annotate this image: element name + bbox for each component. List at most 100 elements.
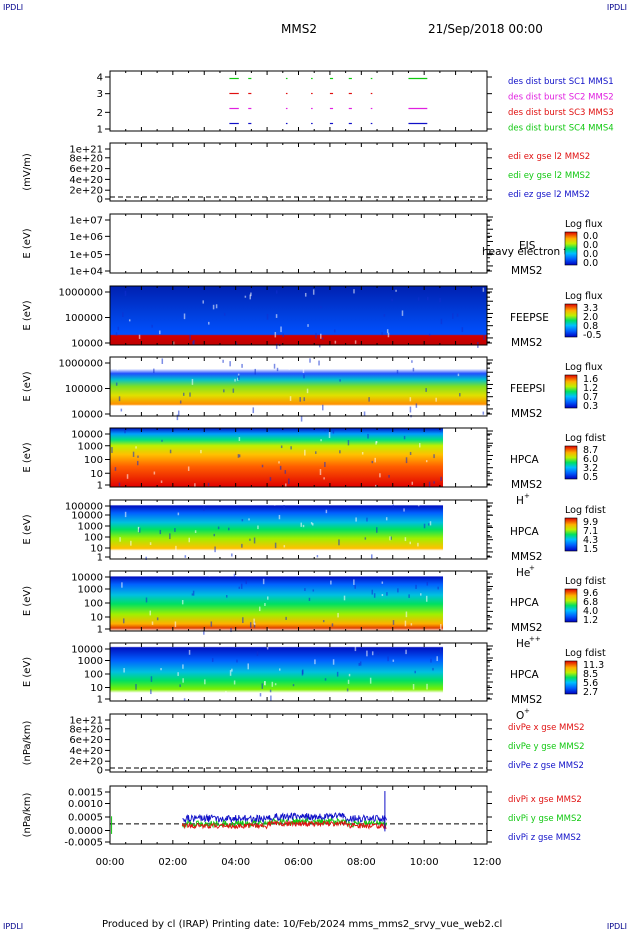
spectrogram-speckle xyxy=(406,612,408,618)
spectrogram-speckle xyxy=(224,313,226,316)
spectrogram-speckle xyxy=(123,618,125,623)
spectrogram-speckle xyxy=(439,298,441,303)
y-tick-label: 1 xyxy=(97,625,103,636)
spectrogram-speckle xyxy=(370,678,372,684)
spectrogram-speckle xyxy=(300,523,302,527)
time-axis-label: 06:00 xyxy=(284,857,313,868)
spectrogram-speckle xyxy=(275,683,277,685)
spectrogram-speckle xyxy=(426,596,428,602)
spectrogram-speckle xyxy=(411,360,413,363)
spectrogram-speckle xyxy=(267,596,269,599)
spectrogram-speckle xyxy=(160,668,162,670)
spectrogram-speckle xyxy=(405,621,407,627)
spectrogram-speckle xyxy=(420,593,422,595)
spectrogram-speckle xyxy=(426,684,428,690)
colorbar-tick-label: -0.5 xyxy=(583,330,602,341)
colorbar-tick-label: 1.2 xyxy=(583,615,598,626)
charge-label: ++ xyxy=(529,635,541,643)
spectrogram-speckle xyxy=(418,501,420,507)
colorbar-tick-label: 0.5 xyxy=(583,472,598,483)
instrument-label: HPCA xyxy=(510,669,540,681)
legend-entry: divPe z gse MMS2 xyxy=(508,761,584,771)
spectrogram-speckle xyxy=(413,368,415,372)
y-tick-label: 1e+21 xyxy=(69,145,103,156)
spectrogram-hpca_he xyxy=(110,500,443,559)
spectrogram-speckle xyxy=(262,683,264,689)
spectrogram-speckle xyxy=(184,313,186,319)
legend-entry: divPi z gse MMS2 xyxy=(508,833,581,843)
spectrogram-speckle xyxy=(281,446,283,449)
spectrogram-speckle xyxy=(402,310,404,315)
spectrogram-speckle xyxy=(239,587,241,589)
spectrogram-speckle xyxy=(178,513,180,516)
spectrogram-speckle xyxy=(338,539,340,545)
spectrogram-speckle xyxy=(397,588,399,592)
instrument-label: HPCA xyxy=(510,526,540,538)
spectrogram-speckle xyxy=(415,585,417,589)
spectrogram-feepsi xyxy=(110,357,487,416)
y-tick-label: 1e+04 xyxy=(69,267,103,278)
spectrogram-speckle xyxy=(238,454,240,458)
time-axis-label: 02:00 xyxy=(158,857,187,868)
spectrogram-speckle xyxy=(211,621,213,626)
spectrogram-speckle xyxy=(189,335,191,340)
spectrogram-speckle xyxy=(397,370,399,373)
spectrogram-speckle xyxy=(246,580,248,584)
spectrogram-speckle xyxy=(182,664,184,668)
time-axis-label: 00:00 xyxy=(96,857,125,868)
y-tick-label: 10 xyxy=(90,469,103,480)
legend-entry: des dist burst SC3 MMS3 xyxy=(508,108,614,118)
spectrogram-speckle xyxy=(419,443,421,447)
spectrogram-speckle xyxy=(133,452,135,457)
spectrogram-speckle xyxy=(435,398,437,402)
spectrogram-speckle xyxy=(307,324,309,327)
colorbar-title: Log flux xyxy=(565,219,603,230)
spectrogram-speckle xyxy=(223,389,225,392)
y-tick-label: 1e+06 xyxy=(69,232,103,243)
y-tick-label: 10000 xyxy=(71,410,103,421)
y-tick-label: 1e+21 xyxy=(69,716,103,727)
spacecraft-label: MMS2 xyxy=(511,551,542,563)
overlay-label: heavy electron to xyxy=(482,246,574,258)
spectrogram-speckle xyxy=(337,613,339,617)
y-tick-label: 2e+20 xyxy=(69,757,103,768)
spectrogram-speckle xyxy=(414,671,416,673)
spectrogram-speckle xyxy=(115,467,117,471)
colorbar xyxy=(565,304,577,337)
spectrogram-speckle xyxy=(433,481,435,483)
legend-entry: des dist burst SC4 MMS4 xyxy=(508,124,614,134)
spectrogram-speckle xyxy=(303,367,305,373)
y-axis-label: E (eV) xyxy=(22,371,33,401)
spectrogram-speckle xyxy=(275,543,277,549)
spectrogram-speckle xyxy=(324,462,326,467)
spectrogram-speckle xyxy=(334,329,336,332)
spectrogram-speckle xyxy=(320,469,322,475)
spectrogram-speckle xyxy=(238,375,240,380)
spectrogram-speckle xyxy=(250,293,252,297)
spectrogram-speckle xyxy=(318,361,320,366)
y-tick-label: 6e+20 xyxy=(69,735,103,746)
spacecraft-label: MMS2 xyxy=(511,622,542,634)
charge-label: + xyxy=(524,492,530,500)
spectrogram-speckle xyxy=(437,587,439,590)
y-tick-label: 0.0005 xyxy=(68,813,103,824)
spectrogram-speckle xyxy=(290,396,292,401)
spectrogram-speckle xyxy=(274,364,276,369)
spectrogram-speckle xyxy=(121,409,123,412)
spectrogram-speckle xyxy=(322,405,324,411)
spectrogram-speckle xyxy=(129,319,131,321)
spectrogram-speckle xyxy=(234,379,236,382)
charge-label: + xyxy=(524,707,530,715)
spectrogram-speckle xyxy=(231,669,233,672)
spectrogram-speckle xyxy=(248,518,250,520)
spectrogram-speckle xyxy=(374,458,376,463)
spectrogram-speckle xyxy=(285,483,287,486)
spectrogram-speckle xyxy=(458,374,460,376)
spectrogram-speckle xyxy=(405,537,407,541)
spectrogram-speckle xyxy=(386,592,388,596)
spectrogram-speckle xyxy=(393,620,395,625)
spectrogram-speckle xyxy=(175,546,177,551)
spectrogram-speckle xyxy=(137,461,139,465)
spectrogram-speckle xyxy=(432,668,434,670)
spectrogram-speckle xyxy=(249,539,251,541)
